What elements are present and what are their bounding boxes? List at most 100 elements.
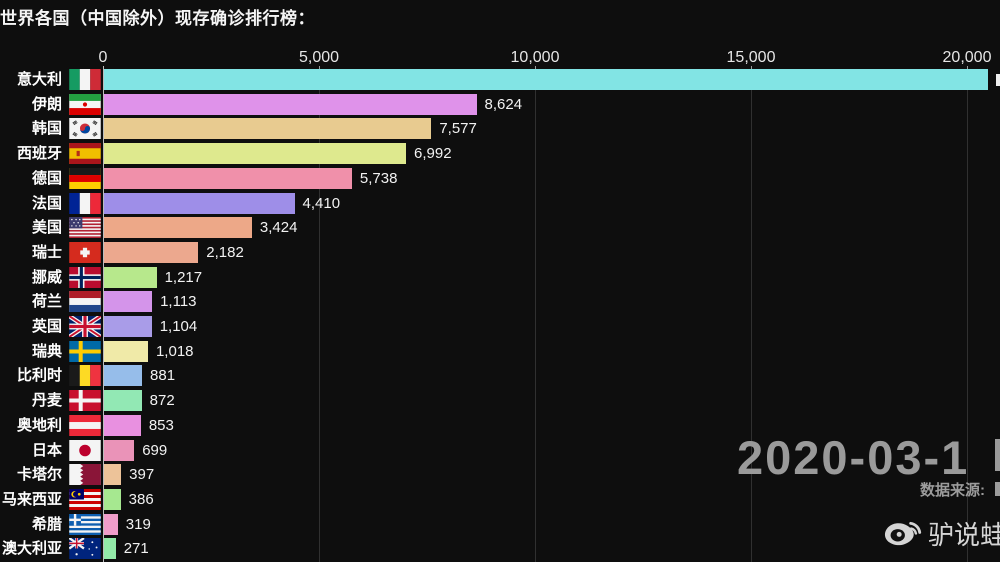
country-label: 韩国: [31, 120, 62, 138]
flag-malaysia-icon: [69, 488, 101, 510]
value-label: 8,624: [484, 95, 523, 113]
bar: [104, 241, 199, 263]
flag-norway-icon: [69, 266, 101, 288]
country-label: 意大利: [16, 71, 62, 88]
flag-netherlands-icon: [69, 291, 101, 313]
flag-greece-icon: [69, 513, 101, 535]
flag-uk-icon: [69, 316, 101, 337]
gridline: [751, 71, 752, 562]
country-label: 法国: [31, 194, 62, 212]
flag-germany-icon: [69, 167, 101, 189]
value-label: 1,104: [159, 318, 198, 335]
bar: [104, 192, 295, 214]
value-label: 1,217: [164, 268, 203, 286]
country-label: 马来西亚: [1, 490, 62, 508]
axis-tick-mark: [319, 66, 320, 71]
axis-tick-mark: [967, 66, 968, 71]
chart-row: 澳大利亚 271: [0, 538, 1000, 560]
chart-row: 德国 5,738: [0, 167, 1000, 189]
date-overlay: 2020-03-1: [737, 431, 970, 484]
country-label: 美国: [31, 219, 62, 237]
country-label: 希腊: [31, 515, 62, 533]
axis-tick-label: 0: [98, 49, 108, 66]
bar: [104, 217, 252, 239]
chart-row: 挪威 1,217: [0, 266, 1000, 288]
country-label: 挪威: [31, 268, 62, 286]
flag-denmark-icon: [69, 390, 101, 412]
country-label: 卡塔尔: [16, 466, 62, 484]
page-title: 世界各国（中国除外）现存确诊排行榜：: [0, 9, 315, 28]
bar: [104, 291, 153, 313]
country-label: 奥地利: [16, 416, 62, 434]
flag-spain-icon: [69, 143, 101, 165]
value-label: 853: [148, 416, 174, 434]
chart-row: 丹麦 872: [0, 390, 1000, 412]
data-source-label: 数据来源:: [920, 482, 985, 499]
bar: [104, 118, 432, 140]
zero-axis-line: [103, 66, 104, 562]
bar: [104, 464, 122, 486]
bar: [104, 513, 118, 535]
watermark: 驴说蛙: [882, 514, 1000, 553]
axis-tick-label: 5,000: [298, 49, 340, 66]
chart-row: 希腊 319: [0, 513, 1000, 535]
chart-row: 奥地利 853: [0, 414, 1000, 436]
flag-qatar-icon: [69, 464, 101, 486]
clipped-date-digit-fragment: [995, 439, 1000, 471]
value-label: 319: [125, 515, 151, 533]
chart-row: 韩国 7,577: [0, 118, 1000, 140]
country-label: 瑞典: [31, 342, 62, 360]
value-label: 1,113: [160, 293, 197, 311]
value-label: 881: [150, 367, 176, 385]
axis-tick-label: 20,000: [942, 49, 992, 66]
clipped-value-label-fragment: [996, 74, 1000, 86]
axis-tick-label: 15,000: [726, 49, 776, 66]
chart-row: 日本 699: [0, 439, 1000, 461]
chart-row: 法国 4,410: [0, 192, 1000, 214]
chart-row: 伊朗 8,624: [0, 93, 1000, 115]
country-label: 西班牙: [16, 145, 62, 163]
bar: [104, 414, 141, 436]
value-label: 7,577: [439, 120, 477, 138]
chart-row: 马来西亚 386: [0, 488, 1000, 510]
value-label: 5,738: [359, 169, 398, 187]
bar: [104, 340, 148, 362]
axis-tick-label: 10,000: [510, 49, 560, 66]
chart-row: 英国 1,104: [0, 316, 1000, 337]
bar: [104, 143, 407, 165]
value-label: 386: [128, 490, 154, 508]
country-label: 德国: [31, 169, 62, 187]
country-label: 伊朗: [31, 95, 62, 113]
axis-tick-mark: [535, 66, 536, 71]
watermark-text: 驴说蛙: [928, 520, 1000, 550]
value-label: 872: [149, 392, 175, 410]
bar: [104, 266, 157, 288]
country-label: 比利时: [16, 367, 62, 385]
flag-japan-icon: [69, 439, 101, 461]
country-label: 瑞士: [31, 243, 62, 261]
chart-row: 瑞典 1,018: [0, 340, 1000, 362]
flag-sweden-icon: [69, 340, 101, 362]
weibo-logo-icon: [882, 514, 924, 553]
bar: [104, 316, 152, 337]
chart-row: 卡塔尔 397: [0, 464, 1000, 486]
value-label: 3,424: [259, 219, 298, 237]
value-label: 4,410: [302, 194, 341, 212]
flag-italy-icon: [69, 69, 101, 90]
country-label: 英国: [31, 318, 62, 335]
country-label: 日本: [31, 441, 62, 459]
chart-row: 西班牙 6,992: [0, 143, 1000, 165]
country-label: 澳大利亚: [1, 540, 62, 558]
flag-iran-icon: [69, 93, 101, 115]
chart-row: 瑞士 2,182: [0, 241, 1000, 263]
bar: [104, 365, 143, 387]
bar: [104, 93, 477, 115]
chart-row: 荷兰 1,113: [0, 291, 1000, 313]
flag-switzerland-icon: [69, 241, 101, 263]
chart-row: 意大利: [0, 69, 1000, 90]
value-label: 1,018: [155, 342, 194, 360]
flag-austria-icon: [69, 414, 101, 436]
flag-australia-icon: [69, 538, 101, 560]
gridline: [319, 71, 320, 562]
bar: [104, 538, 116, 560]
